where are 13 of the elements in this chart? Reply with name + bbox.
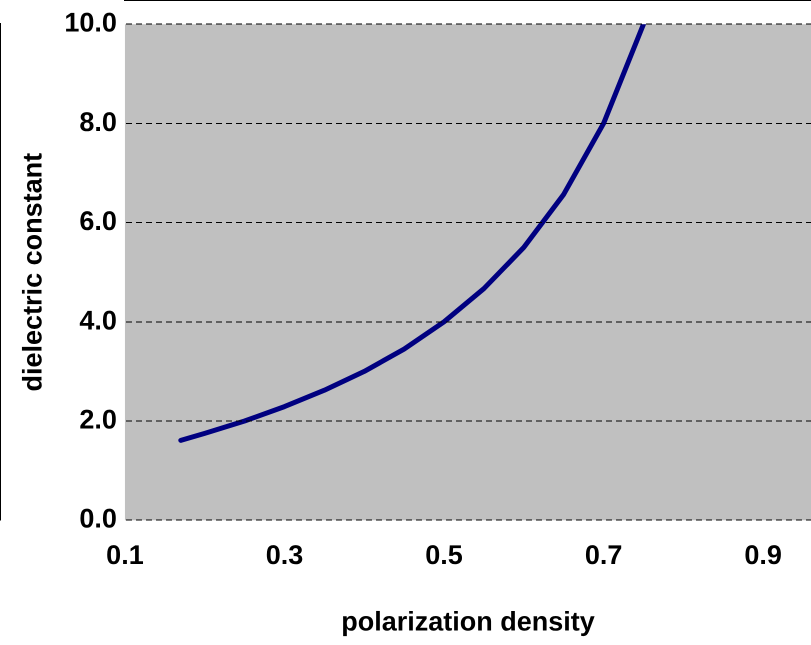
y-axis-title: dielectric constant <box>18 152 48 392</box>
y-tick-label: 2.0 <box>79 404 117 434</box>
x-tick-label: 0.9 <box>744 540 782 570</box>
y-tick-label: 6.0 <box>79 206 117 236</box>
y-tick-label: 8.0 <box>79 106 117 137</box>
y-tick-label: 0.0 <box>79 504 117 534</box>
x-tick-label: 0.3 <box>266 540 304 570</box>
y-tick-label: 4.0 <box>79 305 117 336</box>
x-axis-title: polarization density <box>341 606 595 636</box>
x-tick-label: 0.7 <box>584 540 622 570</box>
x-tick-label: 0.5 <box>425 540 463 570</box>
x-tick-label: 0.1 <box>106 540 144 570</box>
y-tick-label: 10.0 <box>64 8 117 38</box>
